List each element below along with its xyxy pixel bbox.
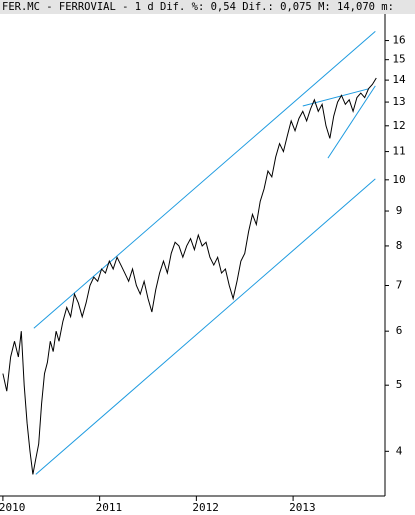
y-tick-label: 12 (392, 119, 405, 132)
trend-line (33, 31, 376, 329)
x-tick-label: 2011 (96, 501, 123, 514)
y-tick-label: 11 (392, 145, 405, 158)
y-tick-label: 8 (396, 239, 403, 252)
price-line (2, 77, 377, 475)
y-tick-label: 14 (392, 73, 406, 86)
y-tick-label: 10 (392, 173, 405, 186)
header-bar (0, 0, 415, 14)
trend-line (302, 88, 369, 107)
x-tick-label: 2010 (0, 501, 25, 514)
y-tick-label: 9 (396, 204, 403, 217)
y-tick-label: 4 (396, 444, 403, 457)
y-tick-label: 16 (392, 34, 405, 47)
y-tick-label: 15 (392, 53, 405, 66)
trend-line (35, 178, 376, 475)
x-tick-label: 2013 (289, 501, 316, 514)
trend-line (327, 85, 376, 159)
y-tick-label: 7 (396, 278, 403, 291)
x-tick-label: 2012 (192, 501, 219, 514)
y-tick-label: 6 (396, 324, 403, 337)
y-tick-label: 5 (396, 378, 403, 391)
y-tick-label: 13 (392, 95, 405, 108)
chart-title: FER.MC - FERROVIAL - 1 d Dif. %: 0,54 Di… (2, 1, 394, 13)
